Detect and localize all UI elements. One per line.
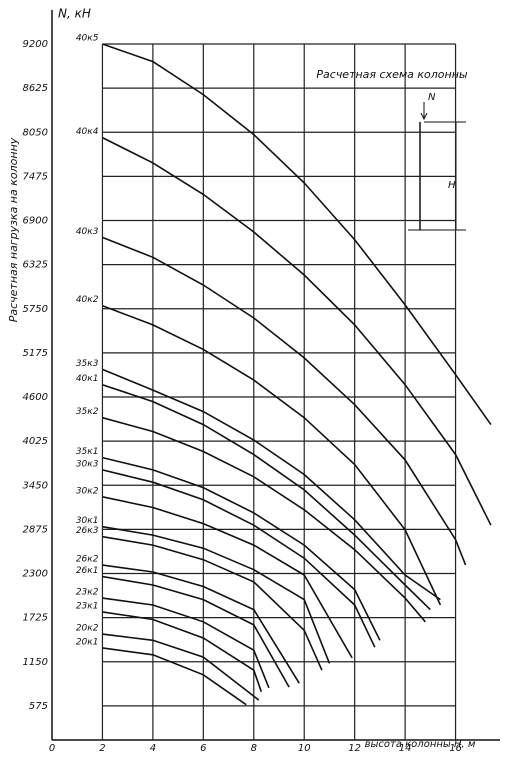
- x-tick-label: 12: [348, 743, 361, 754]
- y-tick-label: 2300: [23, 569, 48, 580]
- curve-label: 35к2: [76, 407, 99, 417]
- schema-h-label: H: [448, 180, 456, 191]
- curve-label: 26к1: [76, 566, 99, 576]
- curve: [102, 304, 442, 606]
- curve-label: 35к3: [76, 359, 99, 369]
- curve: [102, 647, 247, 706]
- y-tick-label: 4025: [23, 436, 48, 447]
- schema-n-label: N: [428, 92, 436, 103]
- curve: [102, 383, 431, 611]
- curve: [102, 368, 441, 601]
- y-tick-label: 1150: [23, 657, 48, 668]
- curve-label: 30к2: [76, 486, 99, 496]
- y-tick-label: 5750: [23, 304, 48, 315]
- curve-label: 23к2: [76, 588, 99, 598]
- curve: [102, 535, 323, 671]
- x-tick-label: 2: [99, 743, 105, 754]
- x-tick-label: 4: [150, 743, 156, 754]
- y-tick-label: 8050: [23, 127, 48, 138]
- y-tick-label: 6900: [23, 216, 48, 227]
- y-tick-label: 7475: [23, 171, 48, 182]
- curve: [102, 236, 467, 566]
- curve: [102, 416, 426, 623]
- curve: [102, 575, 290, 688]
- y-tick-label: 9200: [23, 39, 48, 50]
- curve-label: 40к5: [76, 34, 99, 44]
- curve-label: 40к4: [76, 127, 99, 137]
- y-axis-label: N, кН: [58, 7, 91, 21]
- y-tick-label: 4600: [23, 392, 48, 403]
- y-tick-label: 575: [29, 701, 48, 712]
- y-tick-label: 2875: [23, 524, 48, 535]
- y-tick-label: 5175: [23, 348, 48, 359]
- y-tick-label: 1725: [23, 613, 48, 624]
- curve-label: 20к1: [76, 637, 99, 647]
- curve-label: 40к1: [76, 374, 99, 384]
- curve: [102, 469, 376, 648]
- schema-title: Расчетная схема колонны: [316, 68, 468, 81]
- curve-label: 40к3: [76, 227, 99, 237]
- x-tick-label: 0: [49, 743, 55, 754]
- curve-label: 23к1: [76, 601, 99, 611]
- curve: [102, 136, 492, 526]
- curve: [102, 611, 263, 692]
- x-axis-label: высота колонны H, м: [365, 739, 476, 750]
- y-tick-label: 3450: [23, 480, 48, 491]
- x-tick-label: 16: [449, 743, 462, 754]
- curve-label: 26к2: [76, 555, 99, 565]
- curve: [102, 496, 353, 659]
- x-tick-label: 6: [200, 743, 206, 754]
- curve-label: 40к2: [76, 295, 99, 305]
- curve: [102, 456, 381, 641]
- curve-label: 35к1: [76, 447, 99, 457]
- curve: [102, 597, 270, 689]
- x-tick-label: 8: [251, 743, 257, 754]
- curve-label: 26к3: [76, 526, 99, 536]
- schema-arrowhead: [420, 112, 428, 121]
- curve: [102, 633, 260, 701]
- curve-label: 20к2: [76, 624, 99, 634]
- y-tick-label: 6325: [23, 260, 48, 271]
- curve: [102, 525, 331, 664]
- x-tick-label: 10: [298, 743, 311, 754]
- curve: [102, 43, 492, 426]
- y-axis-title: Расчетная нагрузка на колонну: [7, 137, 20, 322]
- curve-label: 30к1: [76, 516, 99, 526]
- curve: [102, 564, 300, 684]
- schema: Расчетная схема колонны N H: [316, 68, 468, 231]
- y-tick-label: 8625: [23, 83, 48, 94]
- curve-label: 30к3: [76, 459, 99, 469]
- x-tick-label: 14: [399, 743, 412, 754]
